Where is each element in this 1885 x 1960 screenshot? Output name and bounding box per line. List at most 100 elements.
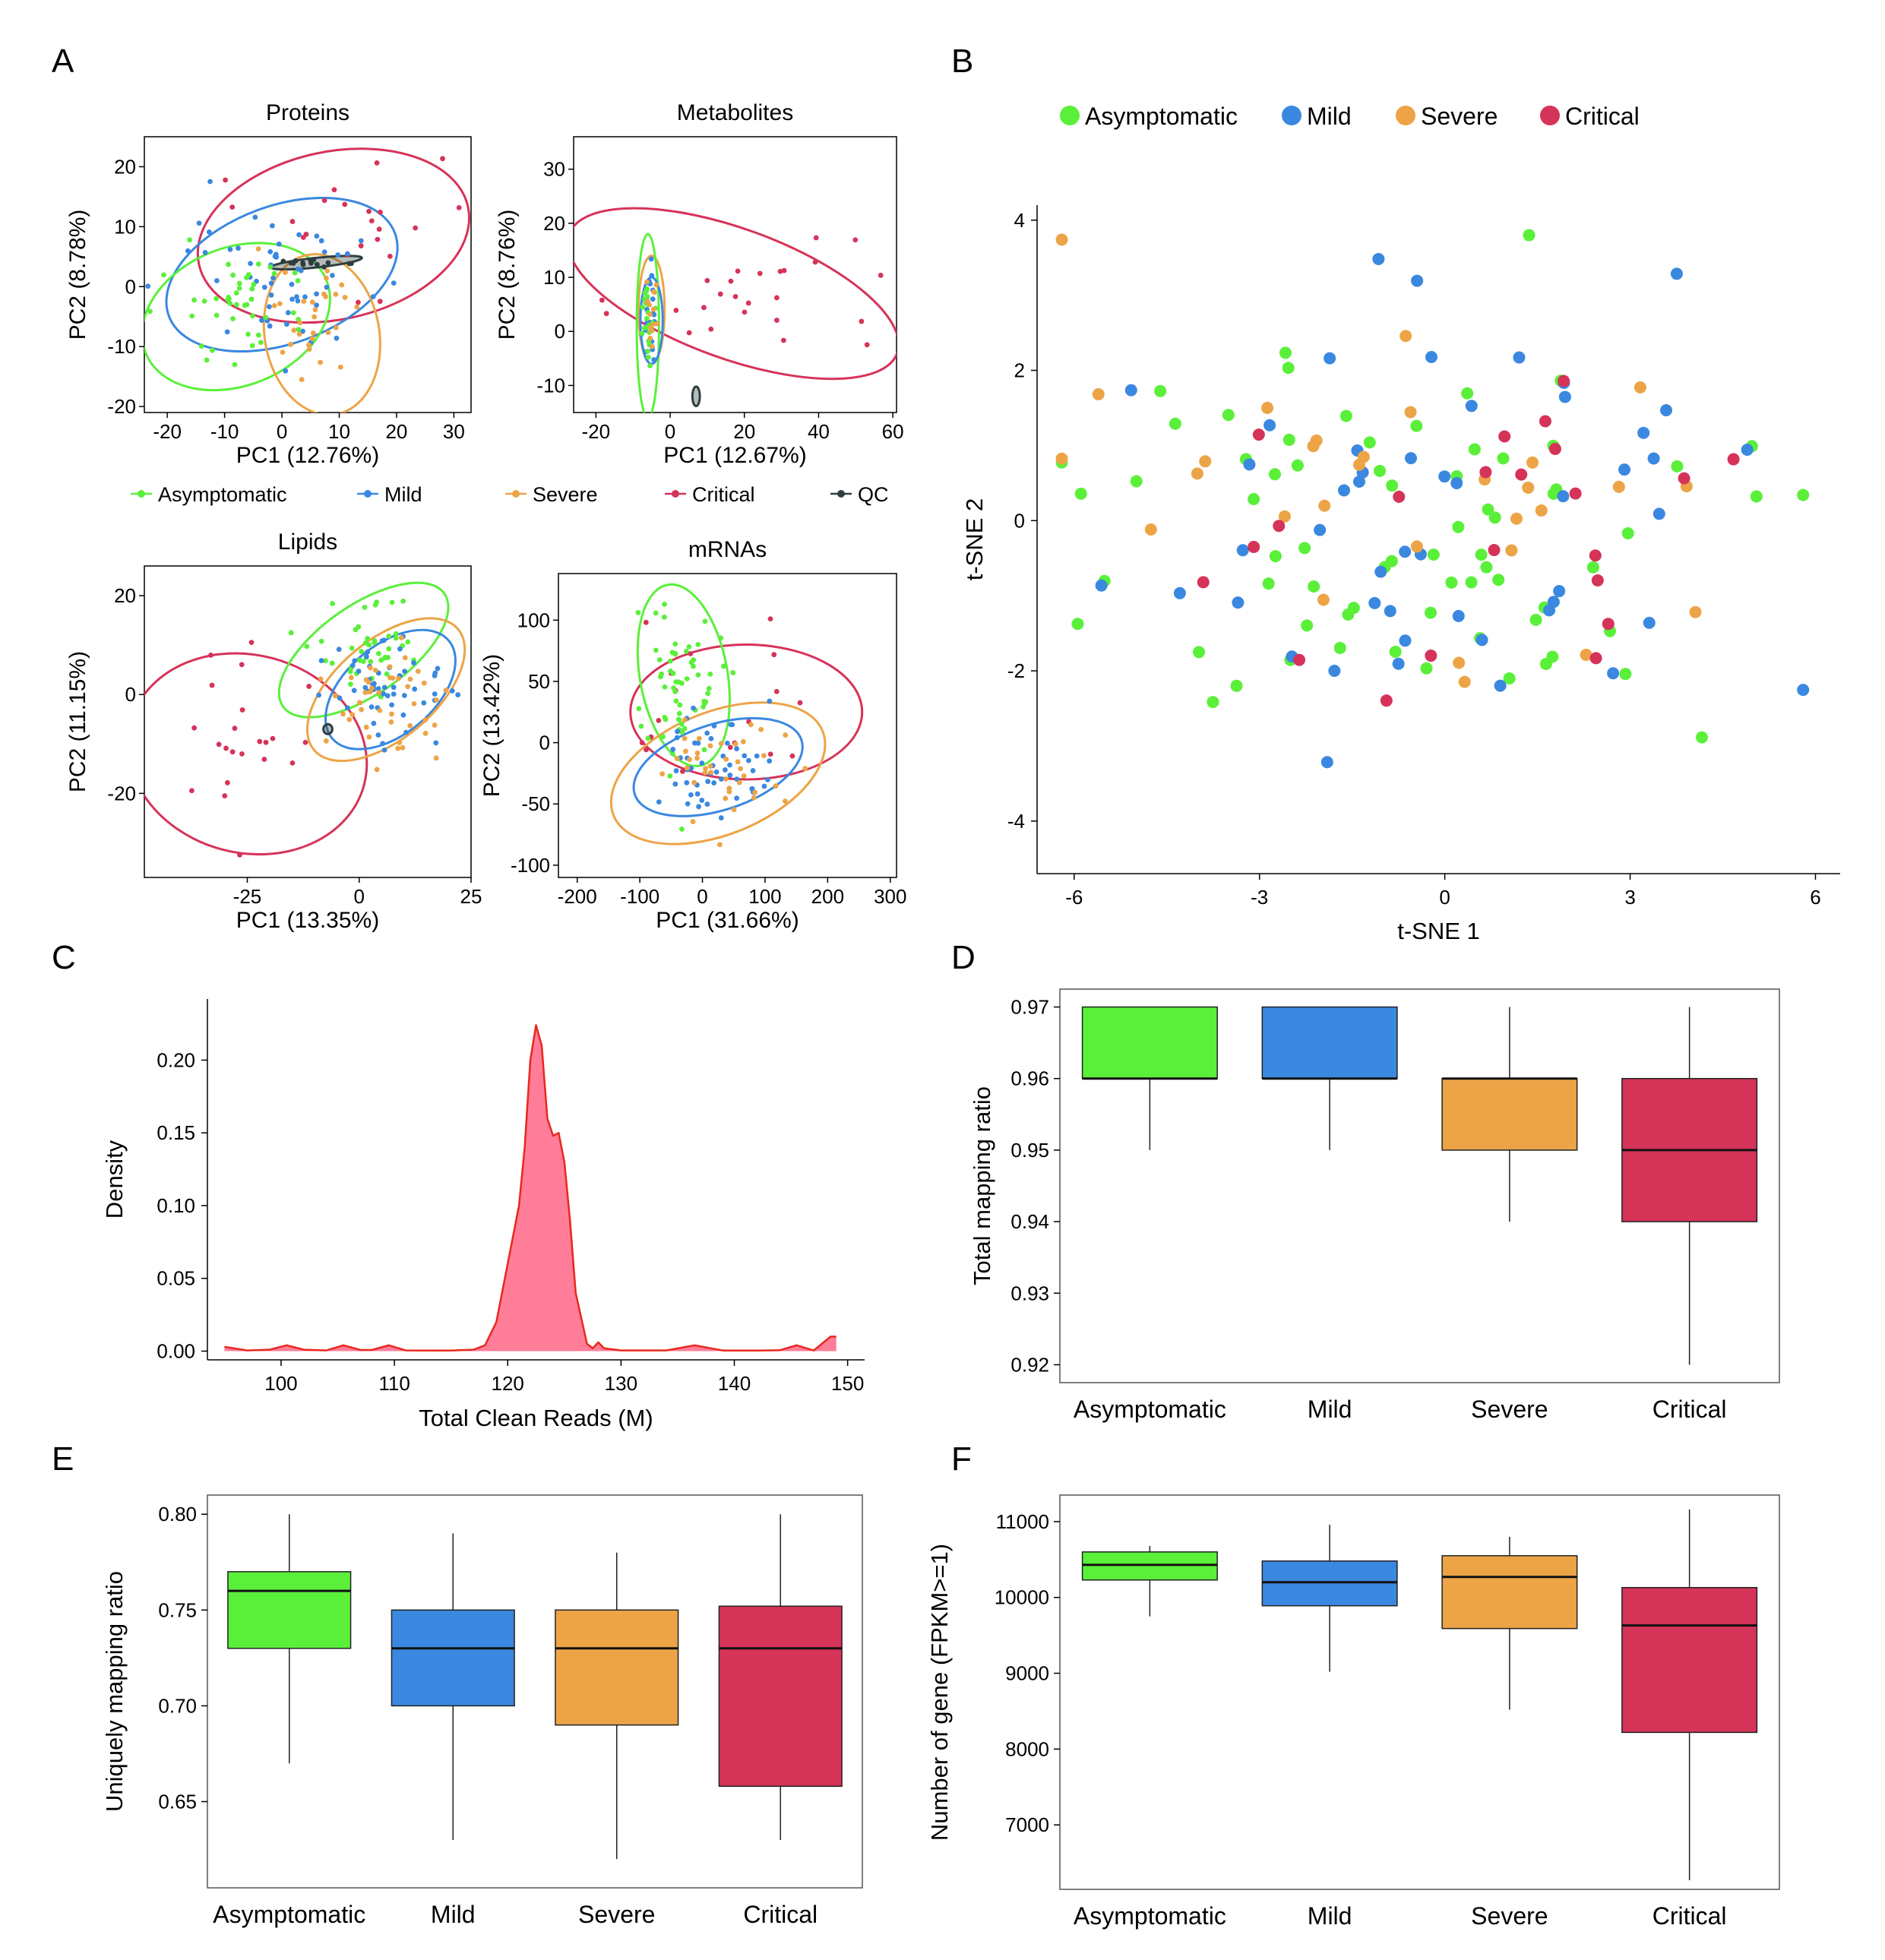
data-point-mild	[705, 779, 711, 785]
category-label: Mild	[431, 1901, 476, 1928]
data-point-mild	[754, 753, 760, 759]
legend-key-dot	[672, 490, 679, 498]
data-point-mild	[764, 776, 770, 782]
data-point-critical	[366, 208, 372, 214]
data-point-mild	[1374, 565, 1387, 578]
data-point-critical	[239, 707, 245, 713]
data-point-severe	[280, 349, 286, 356]
data-point-mild	[745, 757, 751, 763]
data-point-asymptomatic	[374, 599, 380, 605]
data-point-mild	[1438, 470, 1451, 483]
data-point-mild	[1452, 609, 1465, 622]
data-point-mild	[1384, 605, 1396, 618]
data-point-asymptomatic	[405, 639, 411, 645]
data-point-mild	[724, 740, 730, 746]
data-point-asymptomatic	[1503, 672, 1516, 684]
data-point-critical	[1727, 453, 1740, 466]
data-point-mild	[648, 256, 654, 262]
data-point-mild	[1368, 596, 1381, 609]
data-point-asymptomatic	[191, 297, 197, 303]
data-point-critical	[1479, 466, 1492, 479]
data-point-mild	[381, 684, 387, 691]
data-point-asymptomatic	[662, 684, 668, 690]
data-point-asymptomatic	[695, 641, 701, 647]
x-tick-label: 120	[492, 1372, 524, 1395]
data-point-severe	[422, 730, 429, 736]
data-point-asymptomatic	[329, 660, 335, 666]
data-point-severe	[703, 766, 708, 772]
data-point-critical	[303, 231, 309, 237]
data-point-severe	[761, 753, 767, 759]
data-point-severe	[1307, 440, 1320, 453]
data-point-critical	[704, 277, 710, 283]
data-point-mild	[674, 735, 680, 741]
data-point-mild	[432, 691, 438, 697]
data-point-severe	[1522, 481, 1535, 494]
data-point-mild	[267, 248, 274, 254]
data-point-severe	[367, 665, 373, 671]
data-point-mild	[651, 357, 657, 362]
data-point-severe	[691, 779, 697, 786]
data-point-severe	[736, 779, 742, 786]
data-point-mild	[401, 693, 407, 698]
data-point-mild	[202, 250, 208, 255]
data-point-asymptomatic	[1461, 387, 1474, 400]
data-point-mild	[375, 732, 381, 738]
x-tick-label: 100	[264, 1372, 297, 1395]
data-point-severe	[311, 330, 316, 336]
x-tick-label: 0	[665, 420, 675, 443]
x-tick-label: 10	[328, 420, 350, 443]
data-point-asymptomatic	[386, 646, 392, 652]
box-mild: Mild	[1261, 1006, 1398, 1423]
data-point-severe	[387, 664, 393, 670]
data-point-asymptomatic	[230, 316, 236, 321]
interquartile-box	[1441, 1077, 1578, 1151]
data-point-asymptomatic	[1488, 511, 1501, 524]
data-point-mild	[421, 700, 427, 706]
data-point-critical	[688, 651, 694, 656]
data-point-critical	[263, 739, 269, 745]
data-point-severe	[748, 722, 754, 728]
category-label: Severe	[1471, 1902, 1548, 1930]
data-point-critical	[1589, 652, 1602, 665]
data-point-mild	[1741, 443, 1754, 456]
data-point-asymptomatic	[258, 340, 264, 346]
data-point-mild	[670, 747, 676, 752]
y-tick-label: 0.20	[157, 1048, 195, 1071]
data-point-severe	[372, 667, 378, 673]
data-point-asymptomatic	[707, 672, 713, 677]
data-point-severe	[682, 748, 688, 754]
data-point-critical	[1252, 428, 1265, 441]
data-point-mild	[267, 323, 273, 329]
x-tick-label: 150	[831, 1372, 864, 1395]
data-point-critical	[321, 198, 327, 204]
plot-area	[144, 147, 471, 413]
data-point-asymptomatic	[204, 357, 210, 363]
data-point-asymptomatic	[1248, 493, 1260, 506]
data-point-severe	[324, 275, 329, 281]
x-tick-label: -6	[1065, 886, 1083, 909]
data-point-severe	[405, 684, 411, 690]
data-point-severe	[738, 766, 744, 772]
y-tick-label: 10000	[995, 1586, 1049, 1609]
data-point-severe	[1199, 455, 1212, 468]
data-point-asymptomatic	[368, 659, 374, 665]
x-tick-label: 3	[1624, 886, 1635, 909]
data-point-asymptomatic	[644, 315, 650, 321]
data-point-severe	[354, 304, 360, 310]
data-point-critical	[1591, 574, 1604, 586]
category-label: Asymptomatic	[1074, 1902, 1226, 1930]
data-point-critical	[216, 741, 222, 748]
data-point-mild	[1243, 458, 1256, 471]
data-point-asymptomatic	[645, 735, 651, 741]
data-point-mild	[365, 649, 371, 655]
data-point-mild	[1124, 384, 1137, 397]
data-point-mild	[1618, 463, 1631, 476]
data-point-mild	[207, 179, 213, 185]
data-point-asymptomatic	[718, 635, 724, 641]
data-point-asymptomatic	[701, 747, 707, 753]
data-point-severe	[702, 770, 708, 776]
data-point-critical	[440, 156, 445, 162]
data-point-severe	[407, 676, 413, 682]
data-point-severe	[690, 819, 696, 824]
